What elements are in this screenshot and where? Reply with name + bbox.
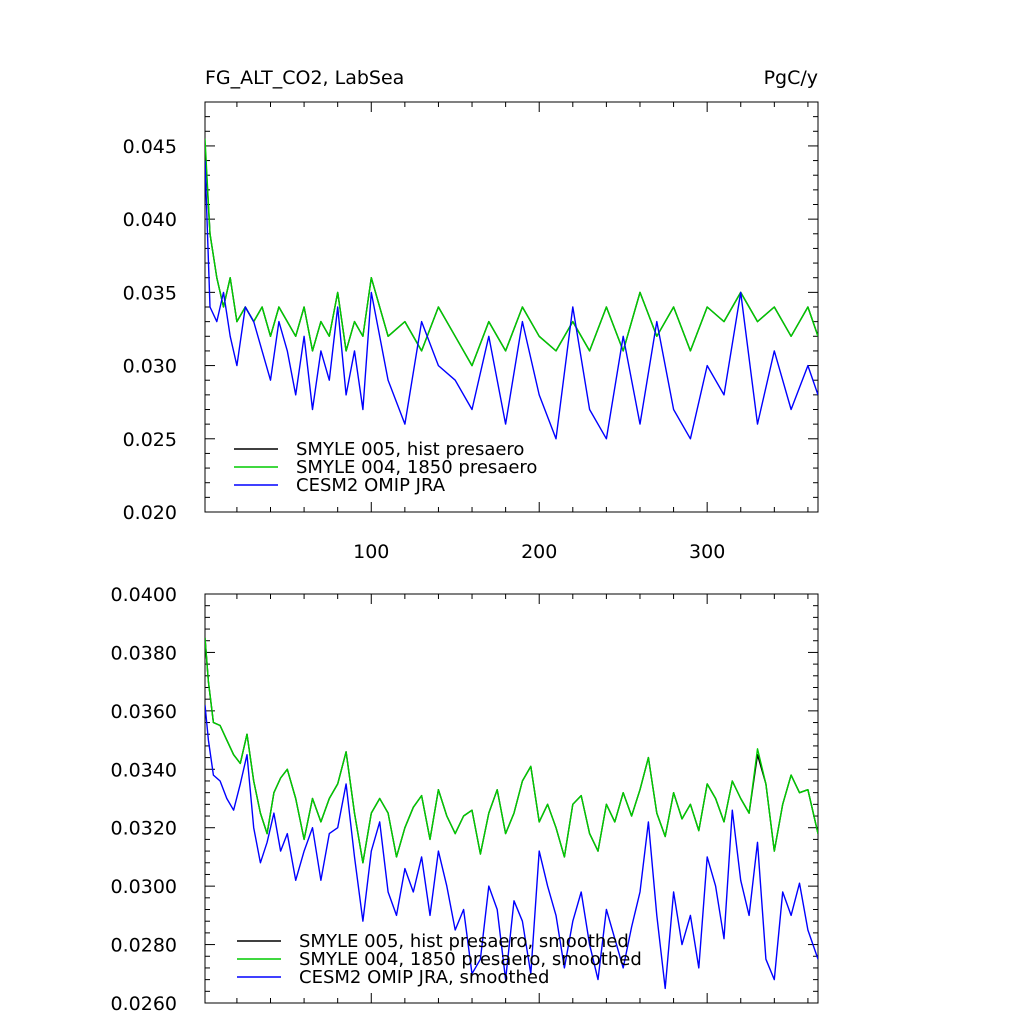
y-tick-label: 0.020 xyxy=(123,502,177,524)
y-tick-label: 0.0340 xyxy=(111,759,177,781)
y-tick-label: 0.025 xyxy=(123,429,177,451)
legend-label-0: SMYLE 005, hist presaero, smoothed xyxy=(299,931,629,952)
chart-top: 100 200 300 0.020 0.025 0.030 0.035 0.040 0.045 F… xyxy=(123,67,819,563)
legend-label-1: SMYLE 004, 1850 presaero, smoothed xyxy=(299,949,642,970)
y-tick-label: 0.035 xyxy=(123,282,177,304)
chart-units-label: PgC/y xyxy=(764,67,818,89)
series-line-1 xyxy=(205,138,818,367)
y-tick-label: 0.0360 xyxy=(111,701,177,723)
y-tick-label: 0.0320 xyxy=(111,818,177,840)
plot-frame xyxy=(204,593,819,1004)
series-line-2 xyxy=(205,160,818,440)
series-line-0 xyxy=(205,637,818,864)
series-line-1 xyxy=(205,637,818,864)
y-tick-label: 0.040 xyxy=(123,209,177,231)
x-tick-label: 100 xyxy=(353,541,389,563)
y-tick-label: 0.0260 xyxy=(111,993,177,1015)
legend-label-1: SMYLE 004, 1850 presaero xyxy=(296,457,537,478)
y-tick-label: 0.0280 xyxy=(111,935,177,957)
chart-title-left: FG_ALT_CO2, LabSea xyxy=(205,67,404,89)
y-tick-label: 0.0380 xyxy=(111,642,177,664)
y-tick-label: 0.045 xyxy=(123,136,177,158)
x-tick-label: 300 xyxy=(689,541,725,563)
legend-label-2: CESM2 OMIP JRA, smoothed xyxy=(299,967,549,988)
legend-label-0: SMYLE 005, hist presaero xyxy=(296,439,524,460)
y-tick-label: 0.0300 xyxy=(111,876,177,898)
x-tick-label: 200 xyxy=(521,541,557,563)
chart-bottom: 0.0260 0.0280 0.0300 0.0320 0.0340 0.0360 0.03… xyxy=(111,584,819,1015)
series-line-2 xyxy=(205,704,818,990)
y-tick-label: 0.030 xyxy=(123,356,177,378)
y-tick-label: 0.0400 xyxy=(111,584,177,606)
legend-label-2: CESM2 OMIP JRA xyxy=(296,475,446,496)
